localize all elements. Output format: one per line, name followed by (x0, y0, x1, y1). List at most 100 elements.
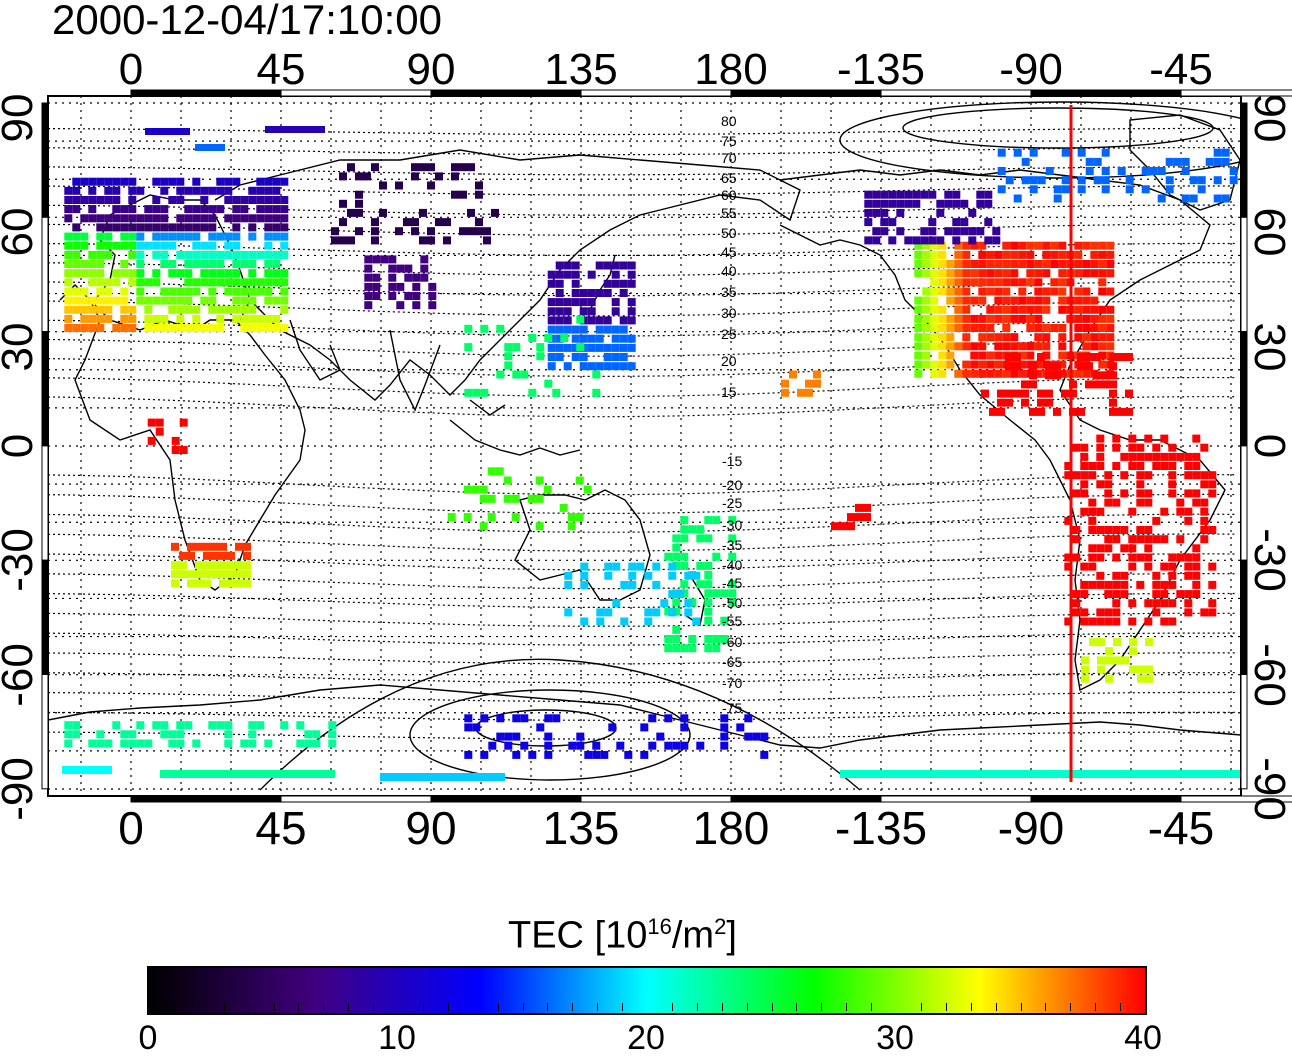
tec-polar-band (840, 770, 1240, 778)
colorbar-minor-tick (323, 1003, 324, 1011)
tec-cell (240, 324, 248, 332)
tec-cell (1090, 306, 1098, 314)
tec-cell (280, 288, 288, 296)
tec-cell (994, 288, 1002, 296)
longitude-tick-top: 180 (671, 48, 791, 92)
longitude-tick-bottom: -90 (971, 806, 1091, 850)
tec-cell (184, 233, 192, 241)
tec-cell (1136, 480, 1144, 488)
tec-cell (104, 306, 112, 314)
tec-cell (704, 516, 712, 524)
tec-cell (388, 274, 396, 282)
tec-cell (946, 278, 954, 286)
tec-cell (1010, 242, 1018, 250)
tec-cell (240, 315, 248, 323)
tec-cell (580, 335, 588, 343)
tec-cell (896, 227, 904, 235)
tec-cell (120, 324, 128, 332)
tec-cell (64, 214, 72, 222)
tec-cell (232, 214, 240, 222)
tec-cell (604, 344, 612, 352)
tec-cell (1192, 554, 1200, 562)
tec-cell (888, 191, 896, 199)
tec-cell (1077, 362, 1085, 370)
tec-cell (347, 163, 355, 171)
tec-cell (227, 561, 235, 569)
tec-cell (616, 742, 624, 750)
tec-cell (243, 579, 251, 587)
tec-cell (227, 579, 235, 587)
tec-cell (72, 205, 80, 213)
tec-cell (512, 495, 520, 503)
tec-cell (72, 721, 80, 729)
tec-cell (1072, 471, 1080, 479)
tec-cell (580, 298, 588, 306)
tec-cell (412, 292, 420, 300)
tec-cell (572, 271, 580, 279)
tec-cell (72, 306, 80, 314)
tec-cell (264, 315, 272, 323)
tec-cell (264, 187, 272, 195)
tec-cell (192, 223, 200, 231)
tec-cell (168, 288, 176, 296)
tec-cell (136, 740, 144, 748)
tec-cell (1077, 353, 1085, 361)
tec-cell (936, 200, 944, 208)
tec-cell (1112, 581, 1120, 589)
tec-cell (1002, 315, 1010, 323)
longitude-tick-top: 0 (71, 48, 191, 92)
tec-cell (1098, 242, 1106, 250)
tec-cell (347, 236, 355, 244)
tec-cell (120, 178, 128, 186)
tec-cell (564, 262, 572, 270)
latitude-tick-left: -30 (0, 500, 40, 620)
tec-cell (960, 200, 968, 208)
tec-cell (664, 553, 672, 561)
tec-cell (936, 236, 944, 244)
tec-cell (176, 269, 184, 277)
tec-cell (946, 297, 954, 305)
tec-cell (1184, 471, 1192, 479)
tec-cell (176, 315, 184, 323)
tec-cell (472, 723, 480, 731)
tec-cell (1160, 581, 1168, 589)
tec-cell (1022, 176, 1030, 184)
tec-cell (976, 200, 984, 208)
tec-cell (580, 289, 588, 297)
tec-cell (1098, 324, 1106, 332)
tec-cell (272, 260, 280, 268)
tec-cell (88, 297, 96, 305)
tec-cell (888, 200, 896, 208)
tec-cell (184, 297, 192, 305)
tec-cell (1109, 380, 1117, 388)
tec-cell (411, 172, 419, 180)
tec-cell (938, 269, 946, 277)
tec-cell (628, 298, 636, 306)
tec-cell (128, 306, 136, 314)
tec-cell (504, 495, 512, 503)
tec-cell (88, 324, 96, 332)
tec-cell (620, 581, 628, 589)
tec-cell (1034, 342, 1042, 350)
tec-cell (224, 233, 232, 241)
tec-cell (443, 236, 451, 244)
colorbar-minor-tick (348, 1003, 349, 1011)
tec-cell (960, 218, 968, 226)
tec-cell (216, 306, 224, 314)
tec-cell (1200, 608, 1208, 616)
tec-cell (208, 251, 216, 259)
tec-cell (672, 598, 680, 606)
tec-cell (1093, 371, 1101, 379)
tec-cell (1010, 297, 1018, 305)
tec-cell (588, 298, 596, 306)
tec-cell (120, 214, 128, 222)
tec-cell (1002, 297, 1010, 305)
tec-cell (608, 723, 616, 731)
tec-cell (556, 280, 564, 288)
tec-cell (1106, 315, 1114, 323)
tec-cell (488, 513, 496, 521)
tec-cell (272, 205, 280, 213)
tec-cell (1192, 453, 1200, 461)
tec-cell (1192, 544, 1200, 552)
